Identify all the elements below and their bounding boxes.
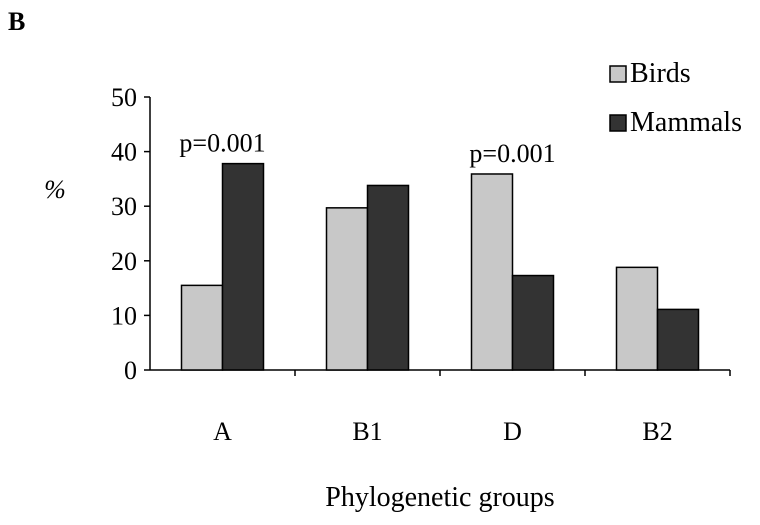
annotations: p=0.001 p=0.001	[179, 129, 555, 168]
y-tick-label: 20	[111, 247, 137, 276]
bar-birds-b2	[615, 266, 659, 371]
x-tick-label: D	[503, 417, 522, 446]
panel-label: B	[8, 7, 25, 36]
legend-label-mammals: Mammals	[630, 107, 742, 138]
x-axis-label: Phylogenetic groups	[325, 482, 554, 513]
bar-birds-a	[180, 284, 224, 371]
bars	[180, 162, 700, 371]
p-value-annotation: p=0.001	[179, 129, 265, 158]
legend-label-birds: Birds	[630, 58, 691, 89]
bar-mammals-b2	[656, 308, 700, 371]
legend-swatch-birds	[609, 65, 627, 83]
legend: Birds Mammals	[609, 58, 742, 138]
y-tick-label: 10	[111, 301, 137, 330]
bar-birds-b1	[325, 207, 369, 371]
x-tick-label: A	[213, 417, 232, 446]
x-axis-ticks	[294, 370, 731, 376]
y-axis-ticks: 0 10 20 30 40 50	[111, 83, 150, 385]
bar-mammals-d	[511, 274, 555, 371]
y-tick-label: 0	[124, 356, 137, 385]
y-tick-label: 30	[111, 192, 137, 221]
y-tick-label: 50	[111, 83, 137, 112]
p-value-annotation: p=0.001	[469, 139, 555, 168]
legend-swatch-mammals	[609, 114, 627, 132]
x-tick-label: B2	[642, 417, 672, 446]
bar-birds-d	[470, 173, 514, 371]
x-axis-tick-labels: A B1 D B2	[213, 417, 673, 446]
x-tick-label: B1	[352, 417, 382, 446]
bar-mammals-b1	[366, 184, 410, 371]
bar-mammals-a	[221, 162, 265, 371]
y-axis-label: %	[44, 175, 66, 204]
y-tick-label: 40	[111, 138, 137, 167]
